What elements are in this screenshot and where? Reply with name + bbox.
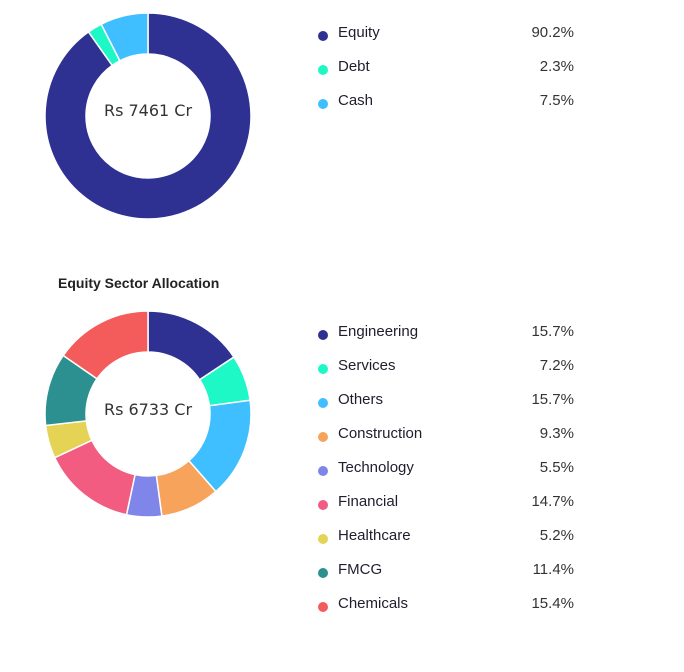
legend-label: Cash <box>338 92 374 109</box>
sector-chart-title: Equity Sector Allocation <box>58 275 220 291</box>
legend-dot-icon <box>318 500 328 510</box>
legend-dot-icon <box>318 568 328 578</box>
legend-label: Others <box>338 391 384 408</box>
sector-total-label: Rs 6733 Cr <box>103 400 193 419</box>
legend-value: 9.3% <box>539 425 574 442</box>
legend-label: FMCG <box>338 561 383 578</box>
legend-label: Equity <box>338 24 380 41</box>
legend-dot-icon <box>318 31 328 41</box>
legend-value: 5.2% <box>539 527 574 544</box>
legend-label: Technology <box>338 459 414 476</box>
legend-item-engineering[interactable]: Engineering 15.7% <box>316 323 574 357</box>
legend-label: Healthcare <box>338 527 411 544</box>
legend-dot-icon <box>318 466 328 476</box>
legend-value: 7.2% <box>539 357 574 374</box>
legend-dot-icon <box>318 398 328 408</box>
legend-label: Construction <box>338 425 423 442</box>
legend-dot-icon <box>318 364 328 374</box>
legend-value: 14.7% <box>531 493 574 510</box>
slice-equity[interactable] <box>44 12 252 220</box>
legend-value: 2.3% <box>539 58 574 75</box>
legend-dot-icon <box>318 99 328 109</box>
legend-value: 15.7% <box>531 323 574 340</box>
slice-chemicals[interactable] <box>62 310 149 380</box>
legend-item-technology[interactable]: Technology 5.5% <box>316 459 574 493</box>
legend-item-services[interactable]: Services 7.2% <box>316 357 574 391</box>
legend-value: 7.5% <box>539 92 574 109</box>
legend-label: Engineering <box>338 323 419 340</box>
legend-item-equity[interactable]: Equity 90.2% <box>316 24 574 58</box>
legend-value: 5.5% <box>539 459 574 476</box>
legend-dot-icon <box>318 330 328 340</box>
legend-item-fmcg[interactable]: FMCG 11.4% <box>316 561 574 595</box>
legend-item-chemicals[interactable]: Chemicals 15.4% <box>316 595 574 629</box>
legend-value: 15.7% <box>531 391 574 408</box>
asset-total-label: Rs 7461 Cr <box>103 101 193 120</box>
legend-item-others[interactable]: Others 15.7% <box>316 391 574 425</box>
legend-item-debt[interactable]: Debt 2.3% <box>316 58 574 92</box>
legend-label: Debt <box>338 58 370 75</box>
slice-cash[interactable] <box>100 12 149 62</box>
legend-item-cash[interactable]: Cash 7.5% <box>316 92 574 126</box>
legend-dot-icon <box>318 602 328 612</box>
sector-allocation-donut <box>44 310 252 518</box>
legend-item-healthcare[interactable]: Healthcare 5.2% <box>316 527 574 561</box>
sector-legend: Engineering 15.7% Services 7.2% Others 15.7% C… <box>316 323 574 629</box>
legend-label: Financial <box>338 493 399 510</box>
legend-label: Services <box>338 357 396 374</box>
legend-item-financial[interactable]: Financial 14.7% <box>316 493 574 527</box>
asset-legend: Equity 90.2% Debt 2.3% Cash 7.5% <box>316 24 574 126</box>
legend-dot-icon <box>318 432 328 442</box>
legend-label: Chemicals <box>338 595 409 612</box>
legend-item-construction[interactable]: Construction 9.3% <box>316 425 574 459</box>
legend-value: 11.4% <box>532 561 574 578</box>
legend-dot-icon <box>318 534 328 544</box>
legend-dot-icon <box>318 65 328 75</box>
legend-value: 15.4% <box>531 595 574 612</box>
legend-value: 90.2% <box>531 24 574 41</box>
asset-allocation-donut <box>44 12 252 220</box>
